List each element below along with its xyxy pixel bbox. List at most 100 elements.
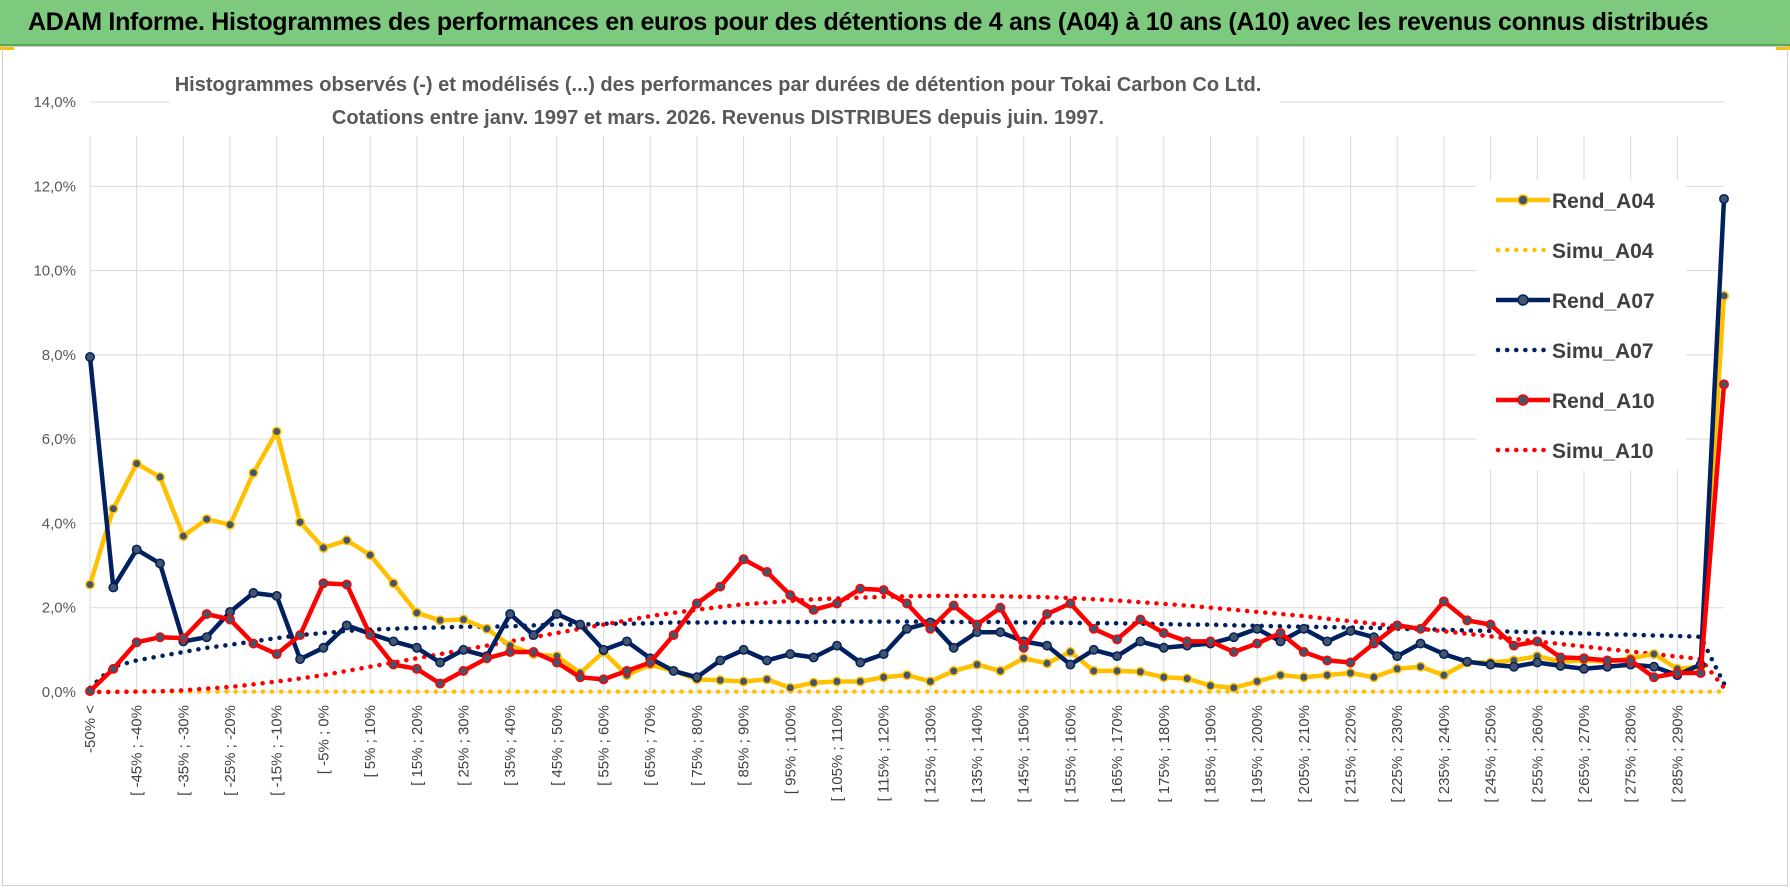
point-rend-a07 [435, 657, 446, 668]
point-rend-a10 [1719, 379, 1729, 390]
corner-mark-right [1776, 46, 1790, 50]
point-rend-a04 [855, 676, 866, 687]
point-rend-a04 [972, 659, 982, 670]
point-rend-a04 [435, 615, 446, 626]
point-rend-a07 [1322, 636, 1333, 647]
point-rend-a10 [1368, 638, 1379, 649]
point-rend-a04 [1345, 668, 1356, 678]
point-rend-a04 [808, 677, 819, 688]
point-rend-a10 [551, 657, 562, 668]
point-rend-a10 [1065, 598, 1076, 609]
point-rend-a10 [668, 630, 679, 641]
point-rend-a07 [1485, 659, 1496, 670]
point-rend-a10 [435, 678, 446, 689]
x-tick-label: [ 215% ; 220% [1343, 705, 1360, 803]
legend: Rend_A04 Simu_A04 Rend_A07 Simu_A07 Rend_A10… [1476, 180, 1686, 470]
point-rend-a04 [1112, 665, 1123, 676]
point-rend-a07 [1719, 193, 1729, 204]
point-rend-a07 [1415, 638, 1426, 649]
point-rend-a10 [341, 579, 352, 590]
x-tick-label: [ 15% ; 20% [409, 705, 426, 786]
point-rend-a10 [1532, 636, 1543, 647]
x-tick-label: [ 5% ; 10% [362, 705, 379, 778]
point-rend-a04 [131, 458, 142, 469]
point-rend-a10 [481, 653, 492, 664]
point-rend-a07 [1532, 657, 1543, 668]
point-rend-a10 [528, 647, 539, 657]
point-rend-a07 [1392, 651, 1403, 662]
point-rend-a07 [1275, 636, 1286, 647]
y-tick-label: 2,0% [42, 600, 76, 617]
point-rend-a10 [178, 633, 189, 644]
point-rend-a10 [575, 672, 586, 683]
point-rend-a10 [1298, 647, 1309, 657]
point-rend-a10 [155, 632, 165, 643]
chart-title: Histogrammes observés (-) et modélisés (… [175, 74, 1262, 96]
y-tick-label: 0,0% [42, 684, 76, 701]
x-tick-label: [ 105% ; 110% [829, 705, 846, 801]
point-rend-a04 [458, 614, 469, 625]
series-layer [85, 193, 1729, 697]
point-rend-a10 [1205, 636, 1216, 647]
point-rend-a04 [1298, 672, 1309, 683]
point-rend-a04 [902, 670, 912, 681]
point-rend-a04 [481, 623, 492, 634]
chart-frame [2, 46, 1788, 886]
point-rend-a10 [388, 659, 399, 670]
point-rend-a04 [1042, 658, 1053, 669]
point-rend-a07 [1252, 623, 1263, 634]
point-rend-a07 [388, 636, 399, 647]
x-tick-label: [ 225% ; 230% [1389, 705, 1406, 803]
point-rend-a10 [691, 598, 702, 609]
point-rend-a04 [1368, 672, 1379, 683]
x-tick-label: [ 35% ; 40% [502, 705, 519, 786]
point-rend-a10 [715, 581, 726, 592]
point-rend-a07 [85, 352, 95, 362]
x-tick-label: [ 175% ; 180% [1156, 705, 1173, 803]
point-rend-a07 [341, 620, 352, 631]
point-rend-a04 [1158, 672, 1169, 683]
point-rend-a07 [551, 609, 562, 619]
point-rend-a07 [1112, 651, 1123, 662]
point-rend-a10 [1392, 620, 1403, 631]
point-rend-a04 [178, 531, 189, 542]
x-tick-label: [ 235% ; 240% [1436, 705, 1453, 803]
point-rend-a07 [1158, 642, 1169, 653]
point-rend-a10 [1625, 655, 1636, 666]
point-rend-a04 [761, 674, 772, 685]
point-rend-a10 [761, 566, 772, 577]
point-rend-a07 [1462, 656, 1473, 667]
x-tick-label: [ 205% ; 210% [1296, 705, 1313, 803]
point-rend-a10 [832, 598, 842, 609]
x-tick-label: [ -35% ; -30% [175, 705, 192, 796]
point-rend-a07 [902, 623, 912, 634]
legend-box [1476, 180, 1686, 470]
point-rend-a07 [878, 649, 889, 660]
point-rend-a04 [388, 578, 399, 589]
legend-label-rend-a07: Rend_A07 [1552, 290, 1655, 313]
point-rend-a04 [1322, 670, 1333, 681]
legend-label-simu-a04: Simu_A04 [1552, 240, 1654, 263]
point-rend-a10 [131, 637, 142, 648]
point-rend-a07 [411, 642, 422, 653]
point-rend-a04 [1088, 665, 1099, 676]
y-tick-label: 14,0% [33, 94, 76, 111]
point-rend-a10 [878, 585, 889, 595]
point-rend-a10 [785, 590, 796, 601]
x-tick-label: [ 125% ; 130% [922, 705, 939, 803]
point-rend-a04 [1182, 673, 1193, 684]
point-rend-a10 [271, 649, 282, 660]
point-rend-a10 [1112, 634, 1123, 645]
x-axis: -50% < [ -45% ; -40% [ -35% ; -30% [ -25% ;… [82, 705, 1686, 803]
point-rend-a07 [1088, 644, 1099, 655]
point-rend-a10 [411, 663, 422, 674]
x-tick-label: [ 265% ; 270% [1576, 705, 1593, 803]
point-rend-a10 [855, 583, 866, 594]
point-rend-a07 [761, 655, 772, 666]
x-tick-label: [ 75% ; 80% [689, 705, 706, 786]
point-rend-a10 [1415, 623, 1426, 634]
point-rend-a04 [948, 665, 959, 676]
point-rend-a10 [1345, 657, 1356, 668]
x-tick-label: [ 85% ; 90% [736, 705, 753, 786]
